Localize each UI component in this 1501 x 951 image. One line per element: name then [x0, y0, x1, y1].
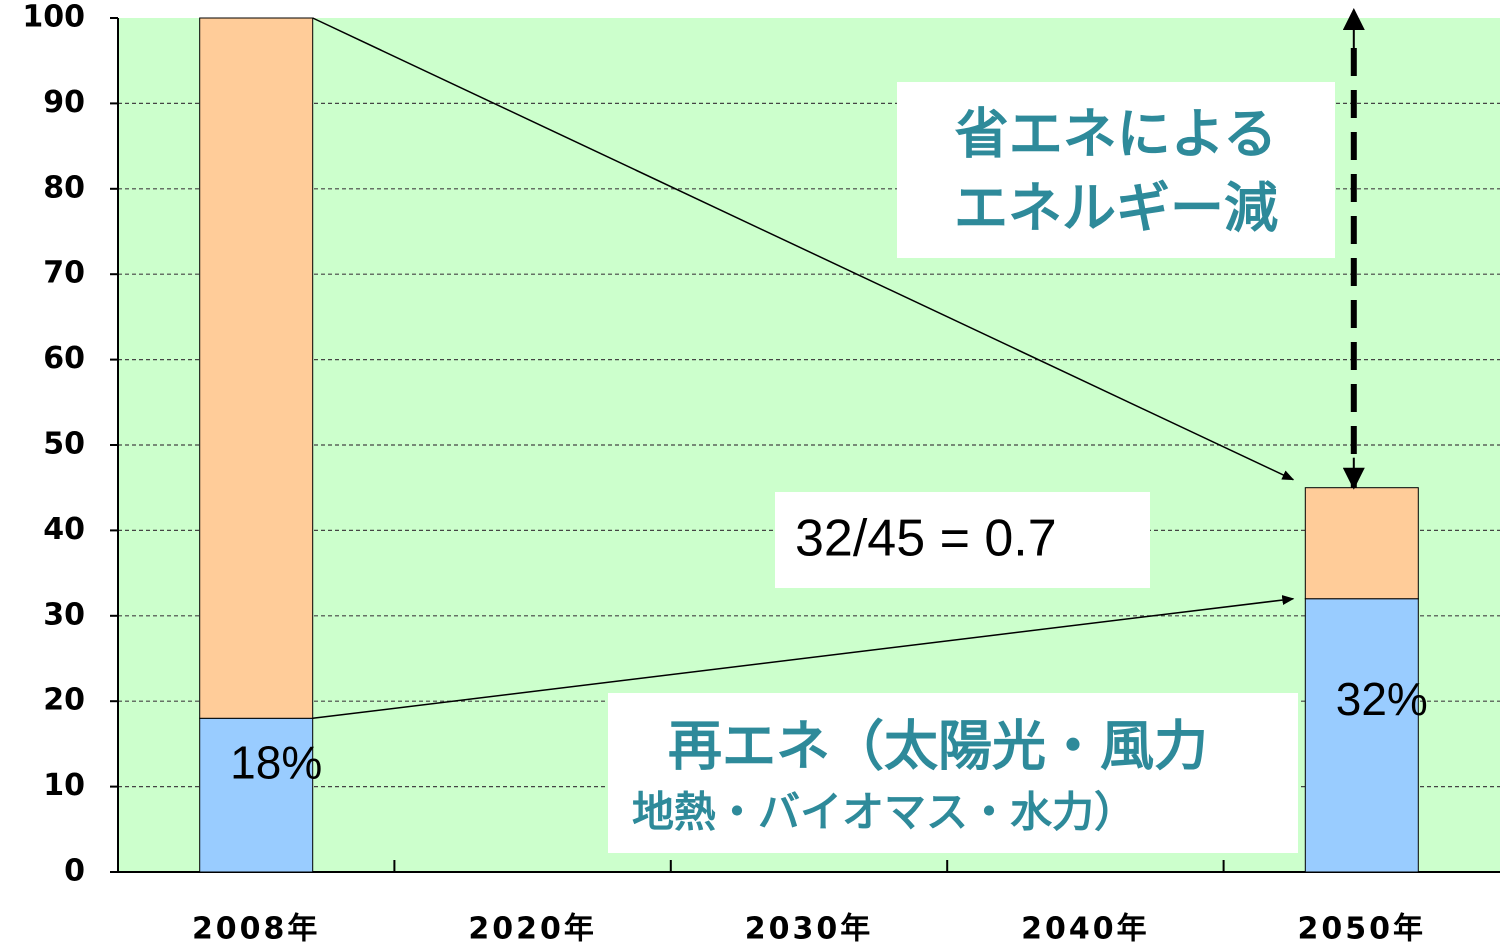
data-label: 18% — [230, 736, 322, 788]
bar-segment — [1304, 487, 1419, 600]
annotation-text: 32/45 = 0.7 — [795, 510, 1057, 568]
annotation-box — [775, 492, 1150, 588]
bar-segment — [199, 717, 314, 873]
x-tick-label: 2050年 — [1298, 912, 1427, 947]
arrow — [312, 17, 1295, 481]
annotation-box — [608, 693, 1298, 853]
x-tick-label: 2040年 — [1021, 912, 1150, 947]
annotation-box — [897, 82, 1335, 258]
y-tick-label: 30 — [43, 597, 85, 632]
y-tick-label: 10 — [43, 768, 85, 803]
y-tick-label: 90 — [43, 85, 85, 120]
y-tick-label: 100 — [22, 0, 85, 35]
y-tick-label: 40 — [43, 512, 85, 547]
bar-segment — [1304, 598, 1419, 873]
bar-segment — [199, 17, 314, 719]
x-tick-label: 2030年 — [745, 912, 874, 947]
annotation-text: 地熱・バイオマス・水力） — [632, 788, 1136, 837]
y-tick-label: 70 — [43, 256, 85, 291]
annotation-text: 省エネによる — [955, 103, 1277, 166]
arrow — [312, 595, 1295, 720]
annotation-text: エネルギー減 — [954, 177, 1278, 240]
y-tick-label: 20 — [43, 683, 85, 718]
y-tick-label: 80 — [43, 170, 85, 205]
y-tick-label: 50 — [43, 427, 85, 462]
y-tick-label: 60 — [43, 341, 85, 376]
x-tick-label: 2008年 — [192, 912, 321, 947]
annotation-text: 再エネ（太陽光・風力 — [668, 715, 1208, 778]
y-tick-label: 0 — [64, 854, 85, 889]
x-tick-label: 2020年 — [468, 912, 597, 947]
data-label: 32% — [1336, 673, 1428, 725]
